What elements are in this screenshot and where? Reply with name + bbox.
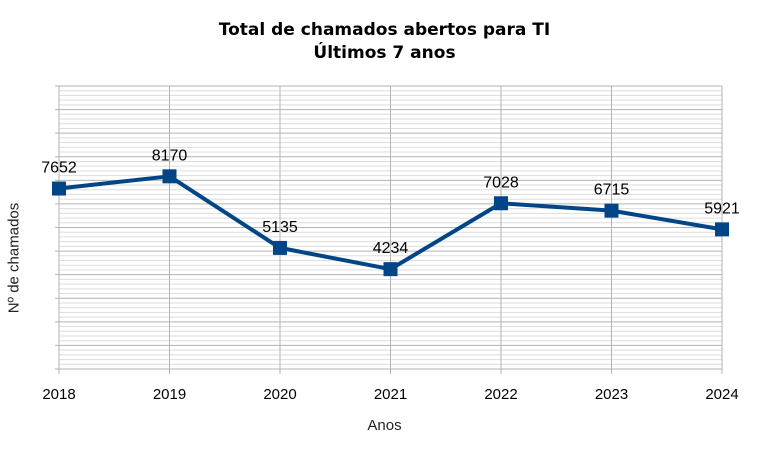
data-point <box>383 262 398 277</box>
x-tick-label: 2022 <box>484 386 517 403</box>
grid-lines <box>55 85 723 370</box>
x-tick-label: 2023 <box>595 386 628 403</box>
data-label: 8170 <box>152 147 188 164</box>
data-point <box>494 196 508 211</box>
x-axis: 2018 2019 2020 2021 2022 2023 2024 <box>42 369 739 403</box>
data-label: 7028 <box>483 174 519 191</box>
x-tick-label: 2024 <box>705 386 738 403</box>
x-tick-label: 2021 <box>374 386 407 403</box>
data-point <box>162 169 177 184</box>
x-tick-label: 2019 <box>153 386 186 403</box>
data-point <box>273 240 287 255</box>
chart-subtitle: Últimos 7 anos <box>313 43 456 63</box>
x-tick-label: 2020 <box>263 386 296 403</box>
data-label: 6715 <box>594 182 630 199</box>
data-label: 5921 <box>704 200 740 217</box>
y-axis-label: Nº de chamados <box>5 202 23 314</box>
data-labels: 7652 8170 5135 4234 7028 6715 5921 <box>41 147 740 257</box>
chart-title: Total de chamados abertos para TI <box>218 20 551 40</box>
x-tick-label: 2018 <box>42 386 75 403</box>
data-label: 5135 <box>262 219 298 236</box>
x-axis-label: Anos <box>367 417 402 434</box>
data-point <box>715 222 729 237</box>
data-label: 7652 <box>41 160 77 177</box>
data-label: 4234 <box>373 240 409 257</box>
data-point <box>52 181 66 196</box>
series-line <box>52 169 729 277</box>
data-point <box>604 203 619 218</box>
